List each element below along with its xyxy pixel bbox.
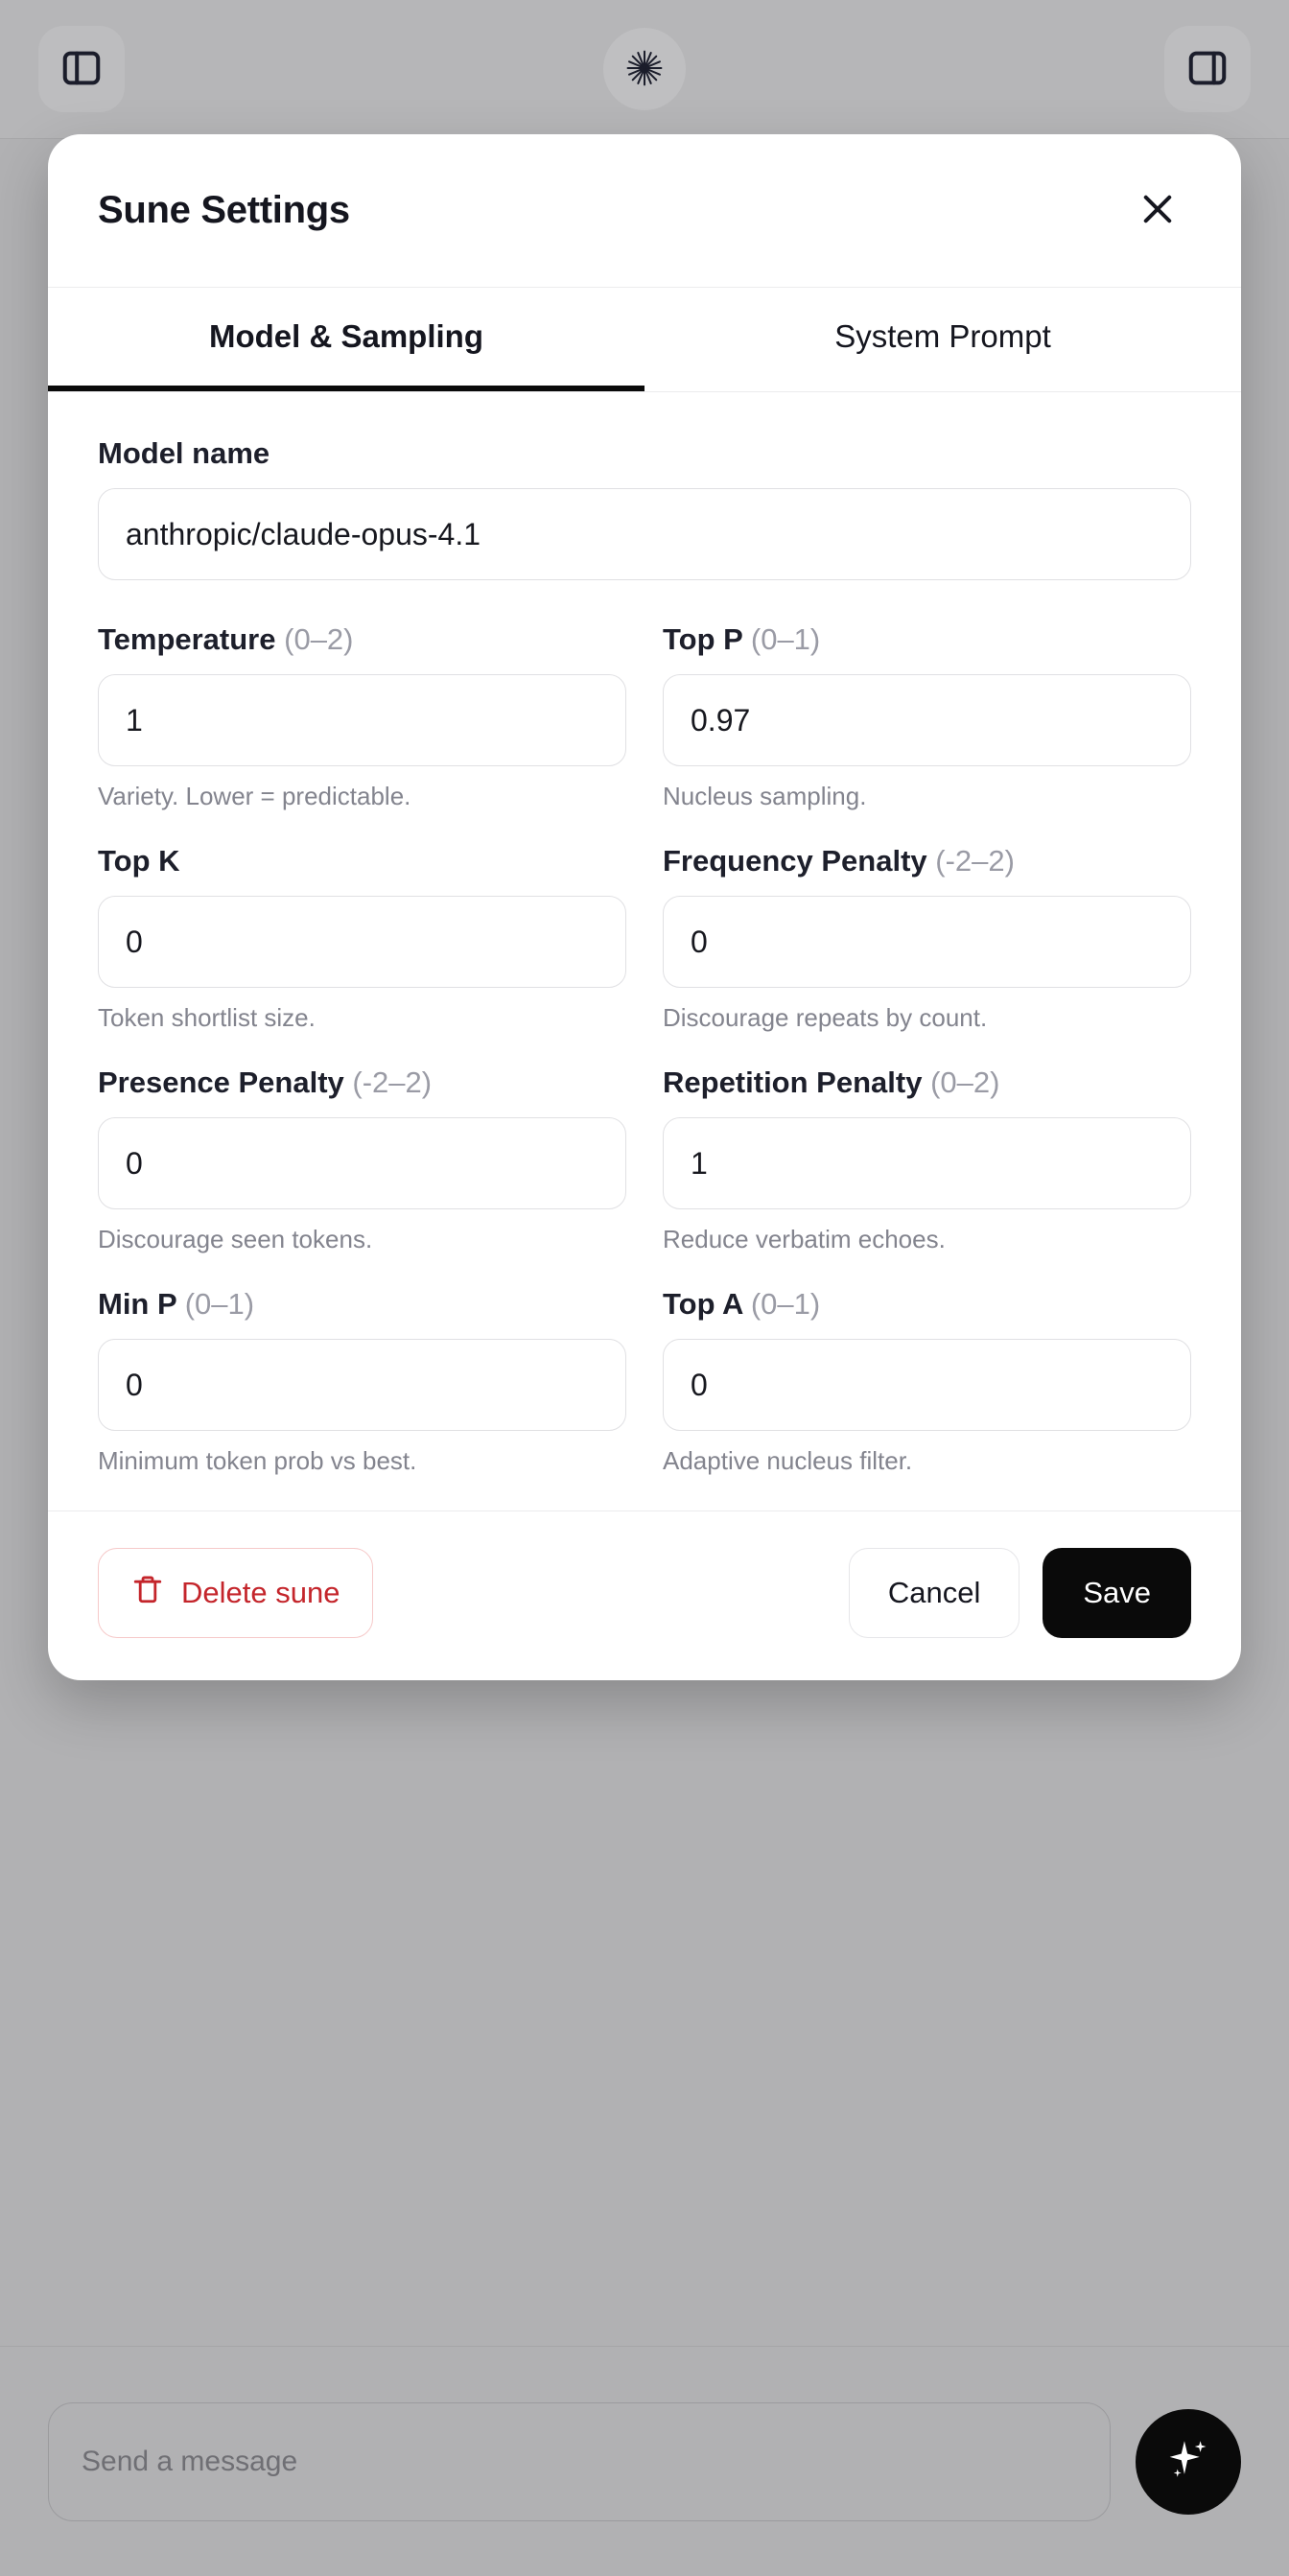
param-range: (0–2)	[930, 1066, 1000, 1099]
param-temperature: Temperature (0–2) Variety. Lower = predi…	[98, 622, 626, 811]
param-hint: Discourage repeats by count.	[663, 1003, 988, 1032]
param-presence-penalty: Presence Penalty (-2–2) Discourage seen …	[98, 1066, 626, 1254]
param-label: Top K	[98, 844, 626, 878]
footer-actions: Cancel Save	[848, 1548, 1191, 1638]
param-label-text: Repetition Penalty	[663, 1066, 923, 1099]
param-hint: Token shortlist size.	[98, 1003, 316, 1032]
param-label: Top P (0–1)	[663, 622, 1191, 657]
close-button[interactable]	[1124, 177, 1191, 245]
param-range: (0–1)	[184, 1287, 255, 1321]
param-input[interactable]	[98, 1339, 626, 1431]
app-logo-button[interactable]	[603, 28, 686, 110]
param-frequency-penalty: Frequency Penalty (-2–2) Discourage repe…	[663, 844, 1191, 1033]
parameter-grid: Temperature (0–2) Variety. Lower = predi…	[98, 622, 1191, 1476]
modal-body: Model name Temperature (0–2) Variety. Lo…	[48, 392, 1241, 1510]
param-range: (-2–2)	[352, 1066, 433, 1099]
param-label: Min P (0–1)	[98, 1287, 626, 1322]
param-top-a: Top A (0–1) Adaptive nucleus filter.	[663, 1287, 1191, 1476]
param-label-text: Presence Penalty	[98, 1066, 344, 1099]
send-button[interactable]	[1136, 2408, 1241, 2515]
modal-header: Sune Settings	[48, 134, 1241, 288]
param-min-p: Min P (0–1) Minimum token prob vs best.	[98, 1287, 626, 1476]
param-hint: Nucleus sampling.	[663, 782, 867, 810]
param-top-k: Top K Token shortlist size.	[98, 844, 626, 1033]
param-input[interactable]	[98, 896, 626, 988]
modal-tabs: Model & Sampling System Prompt	[48, 288, 1241, 392]
param-range: (-2–2)	[935, 844, 1015, 878]
param-range: (0–1)	[750, 622, 821, 656]
model-name-group: Model name	[98, 436, 1191, 580]
sidebar-left-toggle-button[interactable]	[38, 26, 125, 112]
trash-icon	[131, 1573, 164, 1613]
param-label: Repetition Penalty (0–2)	[663, 1066, 1191, 1100]
asterisk-burst-logo-icon	[623, 47, 666, 92]
param-repetition-penalty: Repetition Penalty (0–2) Reduce verbatim…	[663, 1066, 1191, 1254]
delete-sune-label: Delete sune	[181, 1576, 340, 1609]
param-label: Frequency Penalty (-2–2)	[663, 844, 1191, 878]
param-label-text: Min P	[98, 1287, 177, 1321]
message-input[interactable]	[48, 2401, 1111, 2521]
param-input[interactable]	[98, 1117, 626, 1209]
param-input[interactable]	[663, 1339, 1191, 1431]
param-hint: Reduce verbatim echoes.	[663, 1225, 946, 1253]
param-range: (0–2)	[284, 622, 354, 656]
sparkle-icon	[1162, 2434, 1214, 2489]
model-name-label: Model name	[98, 436, 270, 470]
param-input[interactable]	[663, 896, 1191, 988]
save-button[interactable]: Save	[1043, 1548, 1191, 1638]
param-top-p: Top P (0–1) Nucleus sampling.	[663, 622, 1191, 811]
param-input[interactable]	[98, 674, 626, 766]
param-label-text: Top P	[663, 622, 743, 656]
sidebar-left-toggle-icon	[59, 46, 104, 93]
param-label-text: Top K	[98, 844, 180, 878]
param-label: Presence Penalty (-2–2)	[98, 1066, 626, 1100]
sidebar-right-toggle-icon	[1185, 46, 1230, 93]
cancel-button[interactable]: Cancel	[848, 1548, 1020, 1638]
page-title: Sune Settings	[98, 189, 350, 231]
close-icon	[1137, 189, 1178, 232]
param-hint: Adaptive nucleus filter.	[663, 1446, 913, 1475]
delete-sune-button[interactable]: Delete sune	[98, 1548, 374, 1638]
top-bar	[0, 0, 1289, 139]
param-label: Temperature (0–2)	[98, 622, 626, 657]
model-name-input[interactable]	[98, 488, 1191, 580]
param-input[interactable]	[663, 674, 1191, 766]
param-hint: Minimum token prob vs best.	[98, 1446, 417, 1475]
message-composer	[0, 2346, 1289, 2576]
param-hint: Discourage seen tokens.	[98, 1225, 373, 1253]
sidebar-right-toggle-button[interactable]	[1164, 26, 1251, 112]
param-label-text: Frequency Penalty	[663, 844, 927, 878]
param-range: (0–1)	[750, 1287, 821, 1321]
tab-model-and-sampling[interactable]: Model & Sampling	[48, 288, 644, 391]
param-hint: Variety. Lower = predictable.	[98, 782, 411, 810]
param-label-text: Temperature	[98, 622, 276, 656]
param-label: Top A (0–1)	[663, 1287, 1191, 1322]
sune-settings-modal: Sune Settings Model & Sampling System Pr…	[48, 134, 1241, 1680]
modal-footer: Delete sune Cancel Save	[48, 1510, 1241, 1680]
param-label-text: Top A	[663, 1287, 743, 1321]
param-input[interactable]	[663, 1117, 1191, 1209]
tab-system-prompt[interactable]: System Prompt	[644, 288, 1241, 391]
